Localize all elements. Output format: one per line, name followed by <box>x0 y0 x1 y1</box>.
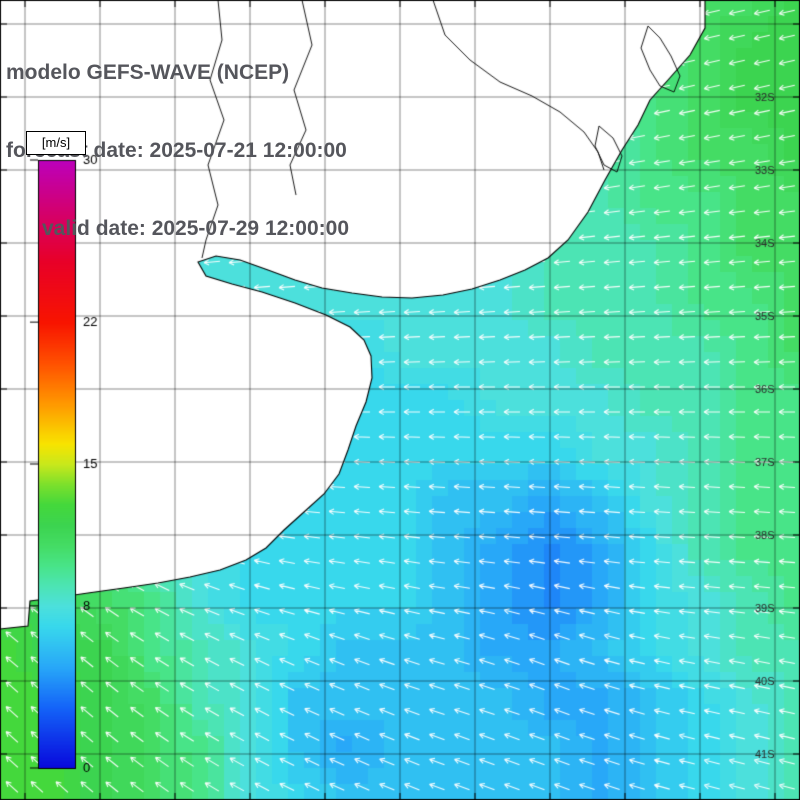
model-title: modelo GEFS-WAVE (NCEP) <box>6 61 290 84</box>
plot-header: modelo GEFS-WAVE (NCEP) forecast date: 2… <box>6 8 349 294</box>
colorbar-unit-label: [m/s] <box>26 131 86 155</box>
valid-date: valid date: 2025-07-29 12:00:00 <box>42 217 350 240</box>
